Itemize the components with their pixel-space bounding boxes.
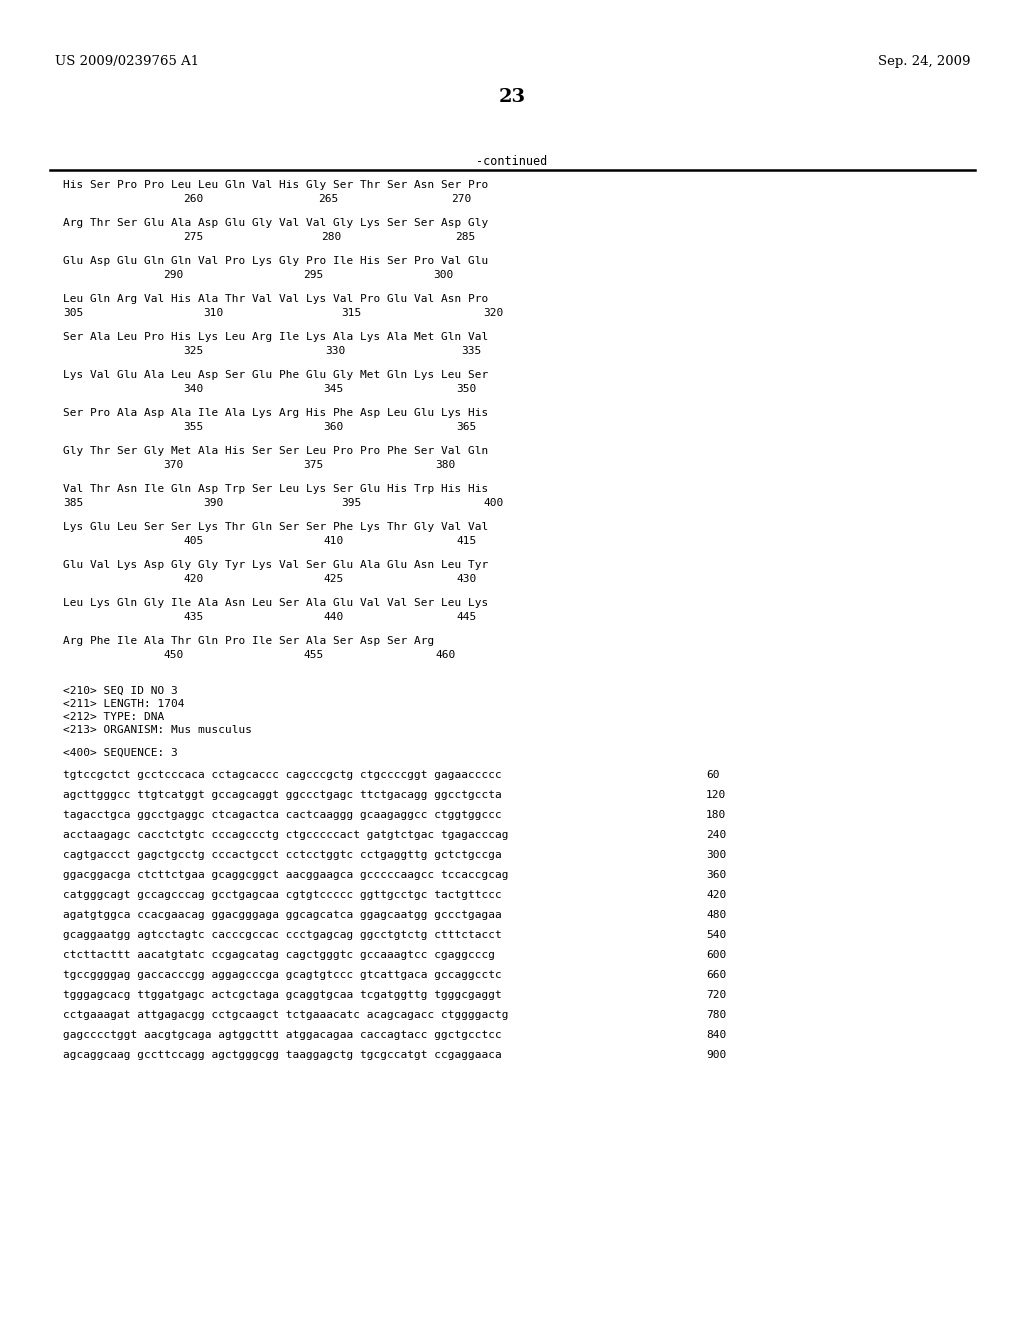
Text: Arg Thr Ser Glu Ala Asp Glu Gly Val Val Gly Lys Ser Ser Asp Gly: Arg Thr Ser Glu Ala Asp Glu Gly Val Val … <box>63 218 488 228</box>
Text: 405: 405 <box>183 536 203 546</box>
Text: tgtccgctct gcctcccaca cctagcaccc cagcccgctg ctgccccggt gagaaccccc: tgtccgctct gcctcccaca cctagcaccc cagcccg… <box>63 770 502 780</box>
Text: agcaggcaag gccttccagg agctgggcgg taaggagctg tgcgccatgt ccgaggaaca: agcaggcaag gccttccagg agctgggcgg taaggag… <box>63 1049 502 1060</box>
Text: 265: 265 <box>318 194 338 205</box>
Text: 285: 285 <box>455 232 475 242</box>
Text: His Ser Pro Pro Leu Leu Gln Val His Gly Ser Thr Ser Asn Ser Pro: His Ser Pro Pro Leu Leu Gln Val His Gly … <box>63 180 488 190</box>
Text: 315: 315 <box>341 308 361 318</box>
Text: 240: 240 <box>706 830 726 840</box>
Text: 450: 450 <box>163 649 183 660</box>
Text: catgggcagt gccagcccag gcctgagcaa cgtgtccccc ggttgcctgc tactgttccc: catgggcagt gccagcccag gcctgagcaa cgtgtcc… <box>63 890 502 900</box>
Text: 410: 410 <box>323 536 343 546</box>
Text: 390: 390 <box>203 498 223 508</box>
Text: 660: 660 <box>706 970 726 979</box>
Text: 480: 480 <box>706 909 726 920</box>
Text: 430: 430 <box>456 574 476 583</box>
Text: 400: 400 <box>483 498 503 508</box>
Text: 350: 350 <box>456 384 476 393</box>
Text: 445: 445 <box>456 612 476 622</box>
Text: 435: 435 <box>183 612 203 622</box>
Text: 720: 720 <box>706 990 726 1001</box>
Text: Ser Pro Ala Asp Ala Ile Ala Lys Arg His Phe Asp Leu Glu Lys His: Ser Pro Ala Asp Ala Ile Ala Lys Arg His … <box>63 408 488 418</box>
Text: 325: 325 <box>183 346 203 356</box>
Text: 23: 23 <box>499 88 525 106</box>
Text: 420: 420 <box>183 574 203 583</box>
Text: 60: 60 <box>706 770 720 780</box>
Text: <211> LENGTH: 1704: <211> LENGTH: 1704 <box>63 700 184 709</box>
Text: 330: 330 <box>325 346 345 356</box>
Text: Val Thr Asn Ile Gln Asp Trp Ser Leu Lys Ser Glu His Trp His His: Val Thr Asn Ile Gln Asp Trp Ser Leu Lys … <box>63 484 488 494</box>
Text: Leu Lys Gln Gly Ile Ala Asn Leu Ser Ala Glu Val Val Ser Leu Lys: Leu Lys Gln Gly Ile Ala Asn Leu Ser Ala … <box>63 598 488 609</box>
Text: 305: 305 <box>63 308 83 318</box>
Text: Gly Thr Ser Gly Met Ala His Ser Ser Leu Pro Pro Phe Ser Val Gln: Gly Thr Ser Gly Met Ala His Ser Ser Leu … <box>63 446 488 455</box>
Text: 380: 380 <box>435 459 456 470</box>
Text: acctaagagc cacctctgtc cccagccctg ctgcccccact gatgtctgac tgagacccag: acctaagagc cacctctgtc cccagccctg ctgcccc… <box>63 830 509 840</box>
Text: <210> SEQ ID NO 3: <210> SEQ ID NO 3 <box>63 686 178 696</box>
Text: gagcccctggt aacgtgcaga agtggcttt atggacagaa caccagtacc ggctgcctcc: gagcccctggt aacgtgcaga agtggcttt atggaca… <box>63 1030 502 1040</box>
Text: 290: 290 <box>163 271 183 280</box>
Text: 540: 540 <box>706 931 726 940</box>
Text: 355: 355 <box>183 422 203 432</box>
Text: US 2009/0239765 A1: US 2009/0239765 A1 <box>55 55 199 69</box>
Text: 300: 300 <box>706 850 726 861</box>
Text: Glu Asp Glu Gln Gln Val Pro Lys Gly Pro Ile His Ser Pro Val Glu: Glu Asp Glu Gln Gln Val Pro Lys Gly Pro … <box>63 256 488 267</box>
Text: gcaggaatgg agtcctagtc cacccgccac ccctgagcag ggcctgtctg ctttctacct: gcaggaatgg agtcctagtc cacccgccac ccctgag… <box>63 931 502 940</box>
Text: ggacggacga ctcttctgaa gcaggcggct aacggaagca gcccccaagcc tccaccgcag: ggacggacga ctcttctgaa gcaggcggct aacggaa… <box>63 870 509 880</box>
Text: agcttgggcc ttgtcatggt gccagcaggt ggccctgagc ttctgacagg ggcctgccta: agcttgggcc ttgtcatggt gccagcaggt ggccctg… <box>63 789 502 800</box>
Text: Arg Phe Ile Ala Thr Gln Pro Ile Ser Ala Ser Asp Ser Arg: Arg Phe Ile Ala Thr Gln Pro Ile Ser Ala … <box>63 636 434 645</box>
Text: 120: 120 <box>706 789 726 800</box>
Text: 295: 295 <box>303 271 324 280</box>
Text: -continued: -continued <box>476 154 548 168</box>
Text: 280: 280 <box>321 232 341 242</box>
Text: Lys Glu Leu Ser Ser Lys Thr Gln Ser Ser Phe Lys Thr Gly Val Val: Lys Glu Leu Ser Ser Lys Thr Gln Ser Ser … <box>63 521 488 532</box>
Text: 340: 340 <box>183 384 203 393</box>
Text: 385: 385 <box>63 498 83 508</box>
Text: 600: 600 <box>706 950 726 960</box>
Text: Sep. 24, 2009: Sep. 24, 2009 <box>878 55 970 69</box>
Text: 395: 395 <box>341 498 361 508</box>
Text: Ser Ala Leu Pro His Lys Leu Arg Ile Lys Ala Lys Ala Met Gln Val: Ser Ala Leu Pro His Lys Leu Arg Ile Lys … <box>63 333 488 342</box>
Text: 270: 270 <box>451 194 471 205</box>
Text: 335: 335 <box>461 346 481 356</box>
Text: 345: 345 <box>323 384 343 393</box>
Text: 320: 320 <box>483 308 503 318</box>
Text: <212> TYPE: DNA: <212> TYPE: DNA <box>63 711 164 722</box>
Text: 425: 425 <box>323 574 343 583</box>
Text: 375: 375 <box>303 459 324 470</box>
Text: 310: 310 <box>203 308 223 318</box>
Text: 440: 440 <box>323 612 343 622</box>
Text: 420: 420 <box>706 890 726 900</box>
Text: 260: 260 <box>183 194 203 205</box>
Text: Glu Val Lys Asp Gly Gly Tyr Lys Val Ser Glu Ala Glu Asn Leu Tyr: Glu Val Lys Asp Gly Gly Tyr Lys Val Ser … <box>63 560 488 570</box>
Text: Leu Gln Arg Val His Ala Thr Val Val Lys Val Pro Glu Val Asn Pro: Leu Gln Arg Val His Ala Thr Val Val Lys … <box>63 294 488 304</box>
Text: 840: 840 <box>706 1030 726 1040</box>
Text: tagacctgca ggcctgaggc ctcagactca cactcaaggg gcaagaggcc ctggtggccc: tagacctgca ggcctgaggc ctcagactca cactcaa… <box>63 810 502 820</box>
Text: 370: 370 <box>163 459 183 470</box>
Text: cagtgaccct gagctgcctg cccactgcct cctcctggtc cctgaggttg gctctgccga: cagtgaccct gagctgcctg cccactgcct cctcctg… <box>63 850 502 861</box>
Text: 360: 360 <box>323 422 343 432</box>
Text: cctgaaagat attgagacgg cctgcaagct tctgaaacatc acagcagacc ctggggactg: cctgaaagat attgagacgg cctgcaagct tctgaaa… <box>63 1010 509 1020</box>
Text: ctcttacttt aacatgtatc ccgagcatag cagctgggtc gccaaagtcc cgaggcccg: ctcttacttt aacatgtatc ccgagcatag cagctgg… <box>63 950 495 960</box>
Text: 415: 415 <box>456 536 476 546</box>
Text: <213> ORGANISM: Mus musculus: <213> ORGANISM: Mus musculus <box>63 725 252 735</box>
Text: 460: 460 <box>435 649 456 660</box>
Text: <400> SEQUENCE: 3: <400> SEQUENCE: 3 <box>63 748 178 758</box>
Text: agatgtggca ccacgaacag ggacgggaga ggcagcatca ggagcaatgg gccctgagaa: agatgtggca ccacgaacag ggacgggaga ggcagca… <box>63 909 502 920</box>
Text: 900: 900 <box>706 1049 726 1060</box>
Text: 275: 275 <box>183 232 203 242</box>
Text: tgggagcacg ttggatgagc actcgctaga gcaggtgcaa tcgatggttg tgggcgaggt: tgggagcacg ttggatgagc actcgctaga gcaggtg… <box>63 990 502 1001</box>
Text: tgccggggag gaccacccgg aggagcccga gcagtgtccc gtcattgaca gccaggcctc: tgccggggag gaccacccgg aggagcccga gcagtgt… <box>63 970 502 979</box>
Text: 180: 180 <box>706 810 726 820</box>
Text: 300: 300 <box>433 271 454 280</box>
Text: Lys Val Glu Ala Leu Asp Ser Glu Phe Glu Gly Met Gln Lys Leu Ser: Lys Val Glu Ala Leu Asp Ser Glu Phe Glu … <box>63 370 488 380</box>
Text: 455: 455 <box>303 649 324 660</box>
Text: 780: 780 <box>706 1010 726 1020</box>
Text: 365: 365 <box>456 422 476 432</box>
Text: 360: 360 <box>706 870 726 880</box>
